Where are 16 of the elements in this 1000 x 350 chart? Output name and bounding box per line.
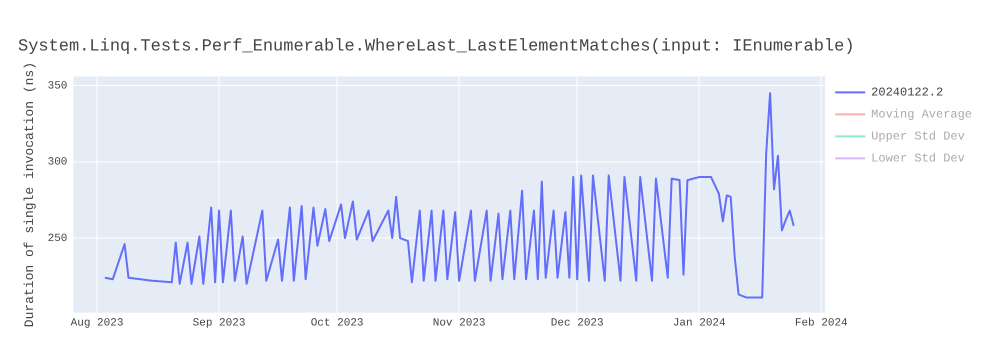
x-tick-label: Aug 2023 xyxy=(70,317,124,330)
y-axis-title: Duration of single invocation (ns) xyxy=(22,62,38,328)
x-tick-label: Feb 2024 xyxy=(794,317,848,330)
legend-label: Upper Std Dev xyxy=(871,130,965,144)
y-tick-label: 300 xyxy=(48,156,68,169)
y-tick-label: 250 xyxy=(48,232,68,245)
y-tick-label: 350 xyxy=(48,80,68,92)
legend-label: Lower Std Dev xyxy=(871,152,965,166)
x-tick-label: Jan 2024 xyxy=(672,317,726,330)
x-tick-label: Oct 2023 xyxy=(310,317,364,330)
chart-title: System.Linq.Tests.Perf_Enumerable.WhereLast_LastElementMatches(input: IEnumerable) xyxy=(18,38,855,57)
legend-label: 20240122.2 xyxy=(871,86,944,100)
legend-label: Moving Average xyxy=(871,108,972,122)
x-tick-label: Dec 2023 xyxy=(550,317,604,330)
x-tick-label: Nov 2023 xyxy=(432,317,486,330)
x-tick-label: Sep 2023 xyxy=(192,317,246,330)
